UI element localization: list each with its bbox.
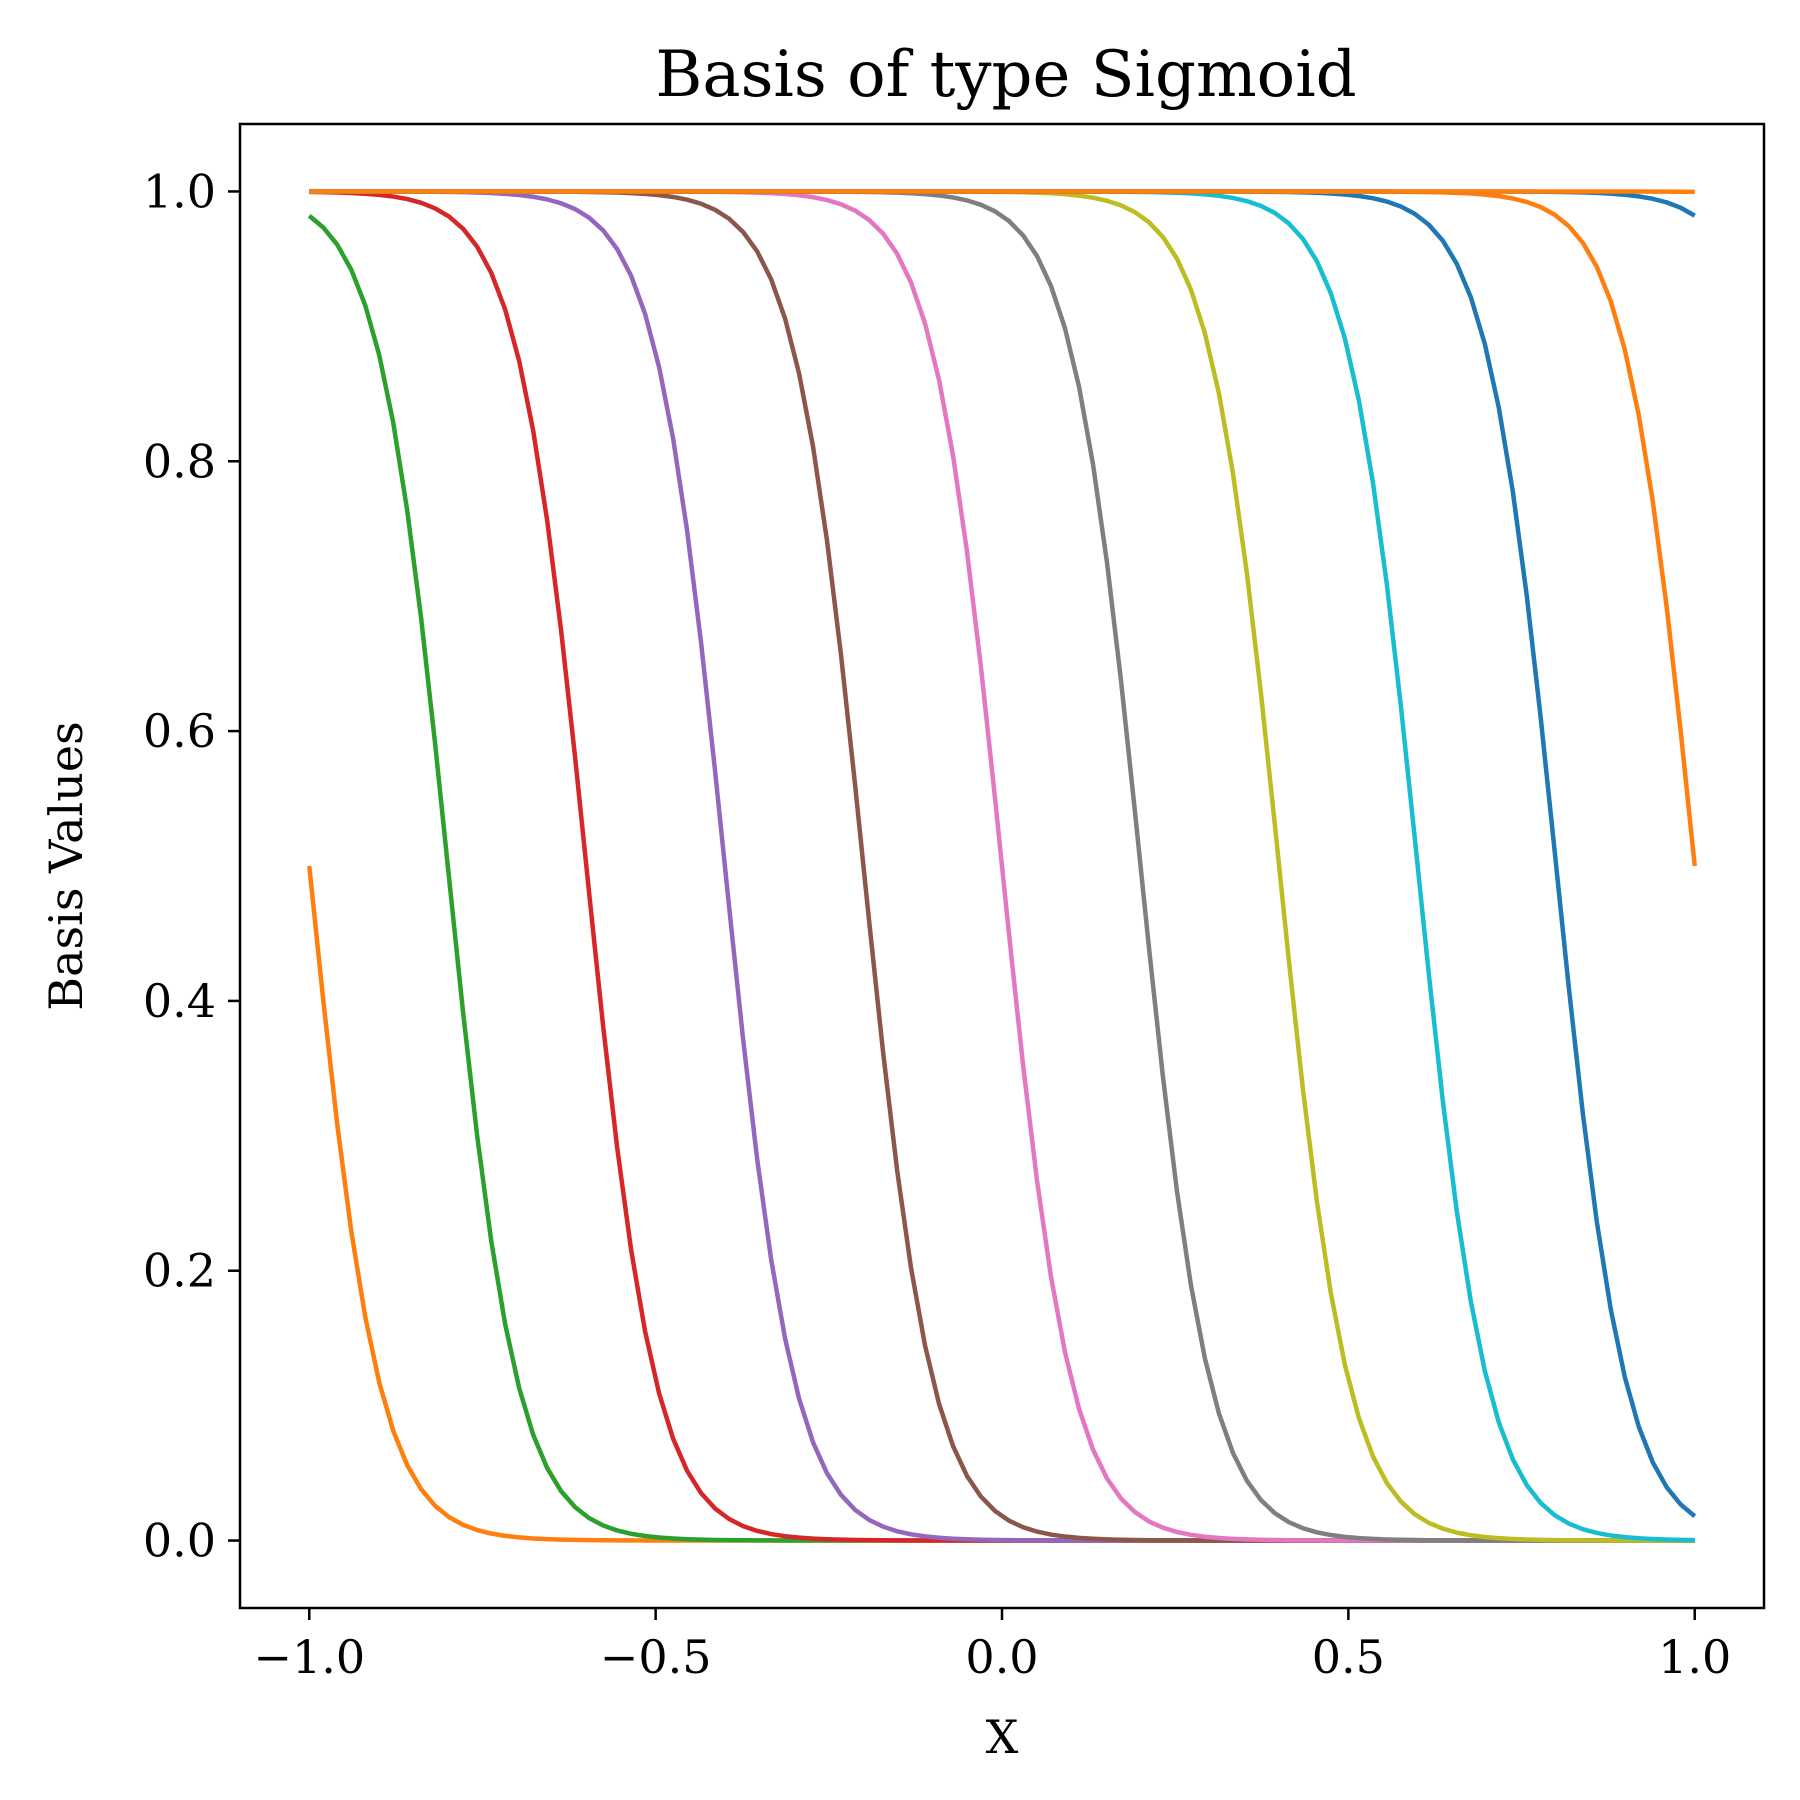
- y-tick-label: 0.2: [143, 1244, 216, 1298]
- chart-title: Basis of type Sigmoid: [655, 38, 1356, 112]
- y-tick-label: 0.0: [143, 1514, 216, 1568]
- y-tick-label: 1.0: [143, 164, 216, 218]
- y-tick-label: 0.8: [143, 434, 216, 488]
- series-line-5: [309, 189, 1695, 1543]
- series-line-0: [307, 865, 1695, 1543]
- plot-frame: [238, 122, 1766, 1610]
- x-tick-label: −0.5: [600, 1630, 712, 1684]
- series-layer: [307, 189, 1697, 1543]
- y-tick-label: 0.6: [143, 704, 216, 758]
- x-tick-label: −1.0: [253, 1630, 365, 1684]
- x-tick-label: 1.0: [1658, 1630, 1731, 1684]
- x-tick-label: 0.5: [1312, 1630, 1385, 1684]
- y-axis-label: Basis Values: [39, 721, 93, 1010]
- series-line-10: [309, 189, 1697, 867]
- x-tick-label: 0.0: [965, 1630, 1038, 1684]
- y-tick-label: 0.4: [143, 974, 216, 1028]
- ticks-layer: −1.0 −0.5 0.0 0.5 1.0 0.0 0.2 0.4 0.6 0.8 1.0: [143, 164, 1731, 1684]
- x-axis-label: X: [986, 1710, 1019, 1764]
